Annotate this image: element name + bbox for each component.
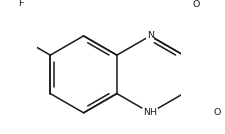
Text: F: F (18, 0, 23, 8)
Text: O: O (213, 108, 220, 117)
Text: O: O (193, 0, 200, 9)
Text: NH: NH (143, 108, 157, 117)
Text: N: N (147, 31, 154, 40)
